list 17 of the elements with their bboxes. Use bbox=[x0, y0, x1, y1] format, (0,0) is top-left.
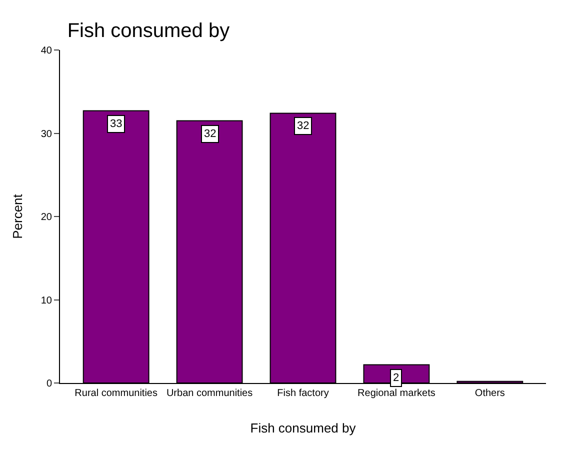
x-tick-label: Fish factory bbox=[277, 388, 329, 399]
x-tick-label: Others bbox=[474, 388, 505, 399]
y-axis-title: Percent bbox=[10, 194, 25, 239]
y-tick-label: 30 bbox=[40, 128, 52, 140]
data-label: 32 bbox=[204, 128, 216, 140]
data-label: 2 bbox=[393, 372, 400, 384]
x-tick-label: Regional markets bbox=[358, 388, 436, 399]
x-tick-label: Urban communities bbox=[166, 388, 253, 399]
x-axis-title: Fish consumed by bbox=[250, 420, 356, 436]
data-label: 33 bbox=[110, 118, 122, 130]
x-tick-label: Rural communities bbox=[74, 388, 158, 399]
chart-title: Fish consumed by bbox=[67, 20, 230, 42]
y-tick-label: 0 bbox=[46, 378, 52, 390]
y-tick-label: 40 bbox=[40, 46, 52, 56]
y-tick-label: 10 bbox=[40, 295, 52, 306]
data-label: 32 bbox=[297, 120, 310, 132]
y-tick-label: 20 bbox=[40, 212, 52, 223]
